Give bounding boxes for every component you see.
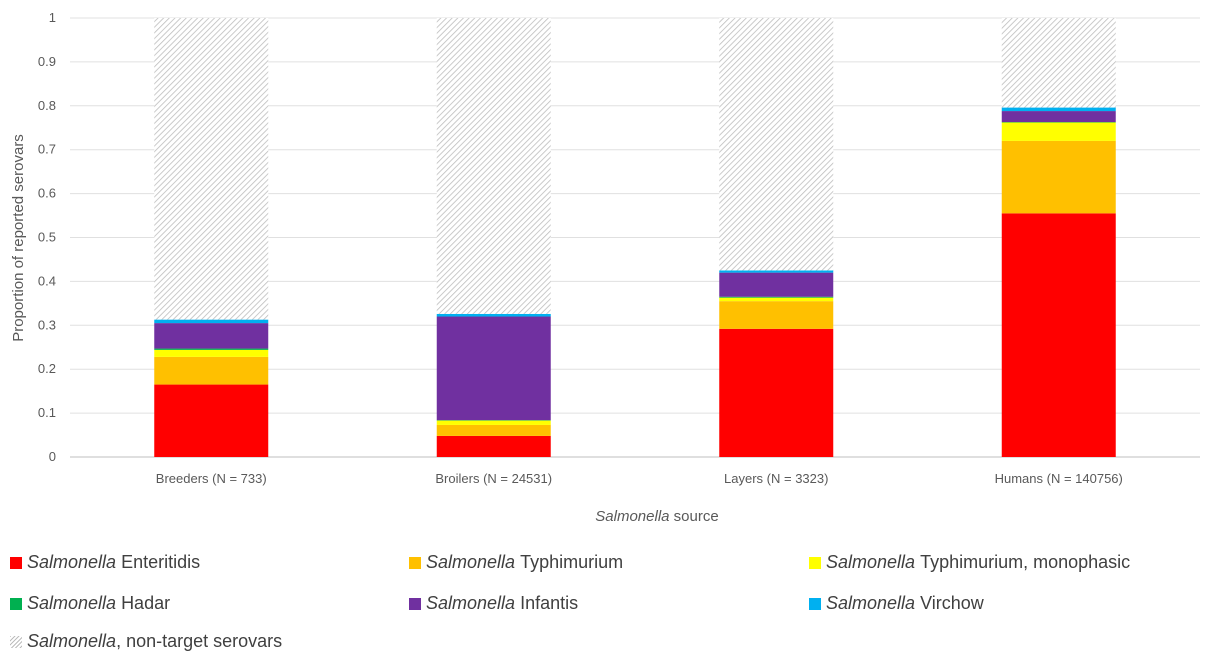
legend-genus: Salmonella [426,552,515,573]
legend-genus: Salmonella [27,631,116,652]
bar-segment [154,320,268,324]
y-tick-label: 0 [49,449,56,464]
bar-segment [1002,111,1116,122]
legend-genus: Salmonella [27,552,116,573]
legend-swatch [10,598,22,610]
x-axis-categories: Breeders (N = 733) Broilers (N = 24531) La… [156,471,1123,486]
bar-segment [154,350,268,357]
y-tick-label: 0.1 [38,405,56,420]
bar-segment [437,317,551,421]
bar-segment [437,314,551,317]
legend-serovar: Infantis [520,593,578,614]
bar-segment [719,297,833,298]
legend-serovar: Typhimurium, monophasic [920,552,1130,573]
bar-segment [719,273,833,297]
legend-genus: Salmonella [826,552,915,573]
x-axis-title-italic: Salmonella [595,508,669,525]
y-axis-title: Proportion of reported serovars [10,134,27,342]
legend-serovar: Hadar [121,593,170,614]
bar-segment [437,425,551,436]
legend-genus: Salmonella [826,593,915,614]
bar-segment [154,349,268,350]
y-tick-label: 0.2 [38,361,56,376]
bar-segment [1002,213,1116,457]
bar-segment [719,301,833,329]
x-axis-title: Salmonella source [595,508,718,525]
legend-swatch [10,636,22,648]
legend-swatch [10,557,22,569]
legend-serovar: Virchow [920,593,984,614]
bar-segment [719,329,833,457]
y-tick-label: 0.4 [38,273,56,288]
y-tick-label: 0.5 [38,230,56,245]
y-tick-label: 0.7 [38,142,56,157]
y-tick-label: 1 [49,10,56,25]
y-tick-label: 0.9 [38,54,56,69]
bar-segment [154,385,268,457]
legend-serovar: Typhimurium [520,552,623,573]
bar-segment [154,18,268,320]
bar-segment [437,436,551,457]
x-category-label: Humans (N = 140756) [995,471,1123,486]
x-category-label: Layers (N = 3323) [724,471,828,486]
bar-segment [1002,122,1116,140]
legend-genus: Salmonella [426,593,515,614]
bar-segment [1002,18,1116,108]
legend-genus: Salmonella [27,593,116,614]
bar-segment [437,421,551,425]
bar-segment [437,18,551,314]
bar-segment [719,298,833,302]
legend-serovar: , non-target serovars [116,631,282,652]
y-axis-ticks: 0 0.1 0.2 0.3 0.4 0.5 0.6 0.7 0.8 0.9 1 [38,10,56,464]
bar-segment [719,18,833,270]
legend-item: Salmonella, non-target serovars [10,631,282,652]
bar-segment [154,323,268,348]
x-category-label: Breeders (N = 733) [156,471,267,486]
bar-segment [1002,108,1116,112]
x-category-label: Broilers (N = 24531) [435,471,552,486]
y-tick-label: 0.3 [38,317,56,332]
legend-swatch [809,557,821,569]
legend-swatch [409,598,421,610]
legend-serovar: Enteritidis [121,552,200,573]
x-axis-title-rest: source [670,508,719,525]
bar-segment [1002,141,1116,213]
legend-swatch [409,557,421,569]
y-tick-label: 0.8 [38,98,56,113]
y-tick-label: 0.6 [38,186,56,201]
bar-segment [154,357,268,385]
legend-swatch [809,598,821,610]
bar-segment [719,270,833,272]
